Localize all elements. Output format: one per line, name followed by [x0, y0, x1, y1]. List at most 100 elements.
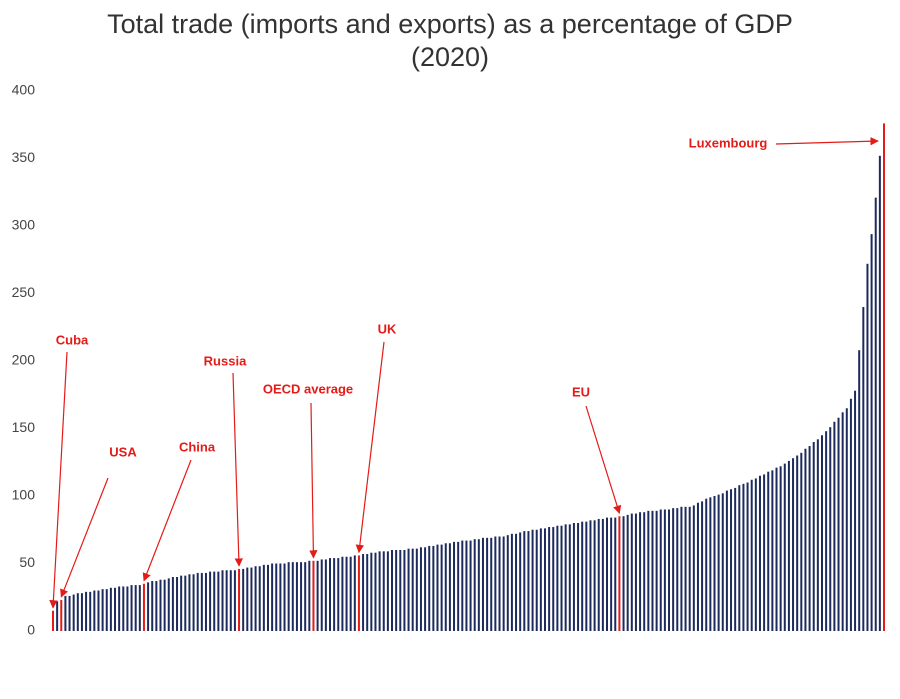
bar	[820, 435, 823, 631]
bar	[93, 590, 96, 631]
y-tick-label: 50	[19, 554, 35, 570]
bar	[754, 478, 757, 631]
y-tick-label: 200	[12, 352, 36, 368]
annotation-arrow	[49, 351, 68, 609]
bar	[258, 566, 261, 631]
bar	[597, 518, 600, 631]
bar	[233, 570, 236, 631]
bar	[746, 482, 749, 631]
bar	[461, 540, 464, 631]
bar	[696, 502, 699, 631]
bar	[196, 572, 199, 631]
bar	[68, 595, 71, 631]
bar	[779, 466, 782, 631]
bar	[796, 455, 799, 631]
bar	[415, 548, 418, 631]
bar	[225, 570, 228, 631]
bar	[601, 518, 604, 631]
bar	[242, 568, 245, 631]
bar	[85, 591, 88, 631]
bar	[647, 510, 650, 631]
bar	[229, 570, 232, 631]
bar	[651, 510, 654, 631]
bar	[606, 517, 608, 631]
annotation-arrow	[585, 405, 622, 515]
bar	[403, 550, 406, 631]
bar	[130, 585, 133, 631]
bar	[424, 547, 427, 631]
bar	[771, 470, 774, 631]
bar	[837, 417, 840, 631]
bar	[444, 543, 447, 631]
bar	[833, 421, 836, 631]
bar	[312, 560, 315, 631]
bar	[659, 509, 662, 631]
bar	[134, 585, 137, 631]
annotation-arrow	[60, 477, 109, 598]
bar	[758, 475, 761, 631]
y-tick-label: 100	[12, 487, 36, 503]
bar	[560, 525, 563, 631]
bar	[457, 541, 460, 631]
bar	[419, 547, 422, 631]
bar	[275, 563, 278, 631]
bar	[845, 408, 848, 631]
bar	[490, 537, 493, 631]
bar	[291, 562, 294, 631]
bar	[618, 516, 621, 631]
bar	[320, 559, 323, 631]
bar	[874, 197, 877, 631]
bar	[188, 574, 191, 631]
bar	[494, 536, 497, 631]
bar	[262, 564, 265, 631]
bar	[254, 566, 257, 631]
bar	[725, 490, 728, 631]
bar	[399, 550, 402, 631]
bar	[105, 589, 108, 631]
bar	[374, 552, 377, 631]
bar	[643, 512, 646, 631]
bar	[266, 564, 269, 631]
bar	[866, 263, 869, 631]
bar	[883, 123, 885, 632]
y-tick-label: 350	[12, 149, 36, 165]
bar	[341, 556, 344, 631]
bar	[411, 548, 414, 631]
y-tick-label: 150	[12, 419, 36, 435]
bar	[829, 427, 832, 631]
y-tick-label: 400	[12, 82, 36, 98]
bar	[217, 571, 220, 631]
bar	[535, 529, 538, 631]
y-tick-label: 300	[12, 217, 36, 233]
bar	[556, 525, 559, 631]
bar	[572, 523, 575, 631]
bar	[626, 514, 629, 631]
bar	[167, 578, 170, 631]
bar	[333, 558, 336, 631]
bar	[200, 572, 203, 631]
annotation-arrow	[355, 341, 385, 554]
bar	[668, 509, 671, 631]
bar	[184, 575, 187, 631]
bar	[593, 520, 596, 631]
bar	[816, 439, 819, 631]
bar	[663, 509, 666, 631]
bar	[862, 307, 865, 631]
bar	[800, 452, 803, 631]
bar	[510, 533, 513, 631]
bar	[316, 560, 319, 631]
bar	[246, 567, 249, 631]
bar	[692, 505, 695, 631]
bar	[114, 587, 117, 631]
bar	[878, 155, 881, 632]
annotation-label: Russia	[204, 353, 247, 368]
bar	[763, 474, 766, 631]
bar	[672, 508, 675, 631]
bar	[382, 551, 385, 631]
bar	[498, 536, 501, 631]
y-tick-label: 250	[12, 284, 36, 300]
bar	[548, 527, 551, 631]
bar	[684, 506, 687, 631]
